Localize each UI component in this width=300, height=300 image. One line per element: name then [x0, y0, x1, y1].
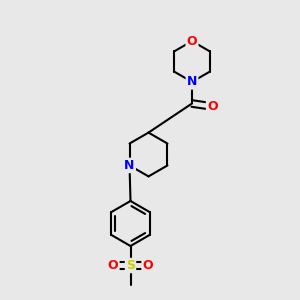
Text: N: N [124, 159, 135, 172]
Text: N: N [187, 75, 197, 88]
Text: O: O [187, 34, 197, 48]
Text: O: O [108, 259, 118, 272]
Text: S: S [126, 259, 135, 272]
Text: O: O [142, 259, 153, 272]
Text: O: O [207, 100, 218, 113]
